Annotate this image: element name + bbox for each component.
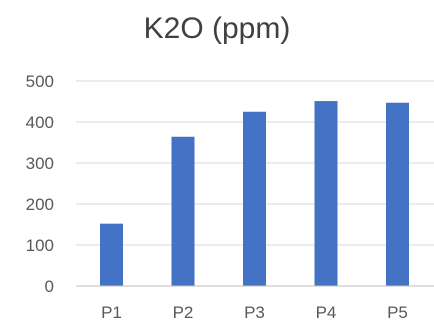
bar-p1 [100, 223, 123, 286]
y-tick-label: 100 [26, 236, 54, 255]
chart-title: K2O (ppm) [143, 12, 291, 45]
bar-p5 [386, 102, 409, 286]
y-tick-labels: 0 100 200 300 400 500 [26, 72, 54, 296]
y-tick-label: 300 [26, 154, 54, 173]
x-tick-label-p5: P5 [387, 303, 408, 322]
y-tick-label: 0 [45, 277, 54, 296]
y-tick-label: 500 [26, 72, 54, 91]
x-tick-label-p3: P3 [244, 303, 265, 322]
x-tick-labels: P1 P2 P3 P4 P5 [101, 303, 408, 322]
x-tick-label-p1: P1 [101, 303, 122, 322]
bars [100, 101, 409, 286]
bar-p4 [314, 101, 338, 286]
y-tick-label: 400 [26, 113, 54, 132]
y-tick-label: 200 [26, 195, 54, 214]
bar-p3 [243, 111, 266, 286]
x-tick-label-p4: P4 [316, 303, 337, 322]
bar-p2 [171, 136, 195, 286]
x-tick-label-p2: P2 [173, 303, 194, 322]
